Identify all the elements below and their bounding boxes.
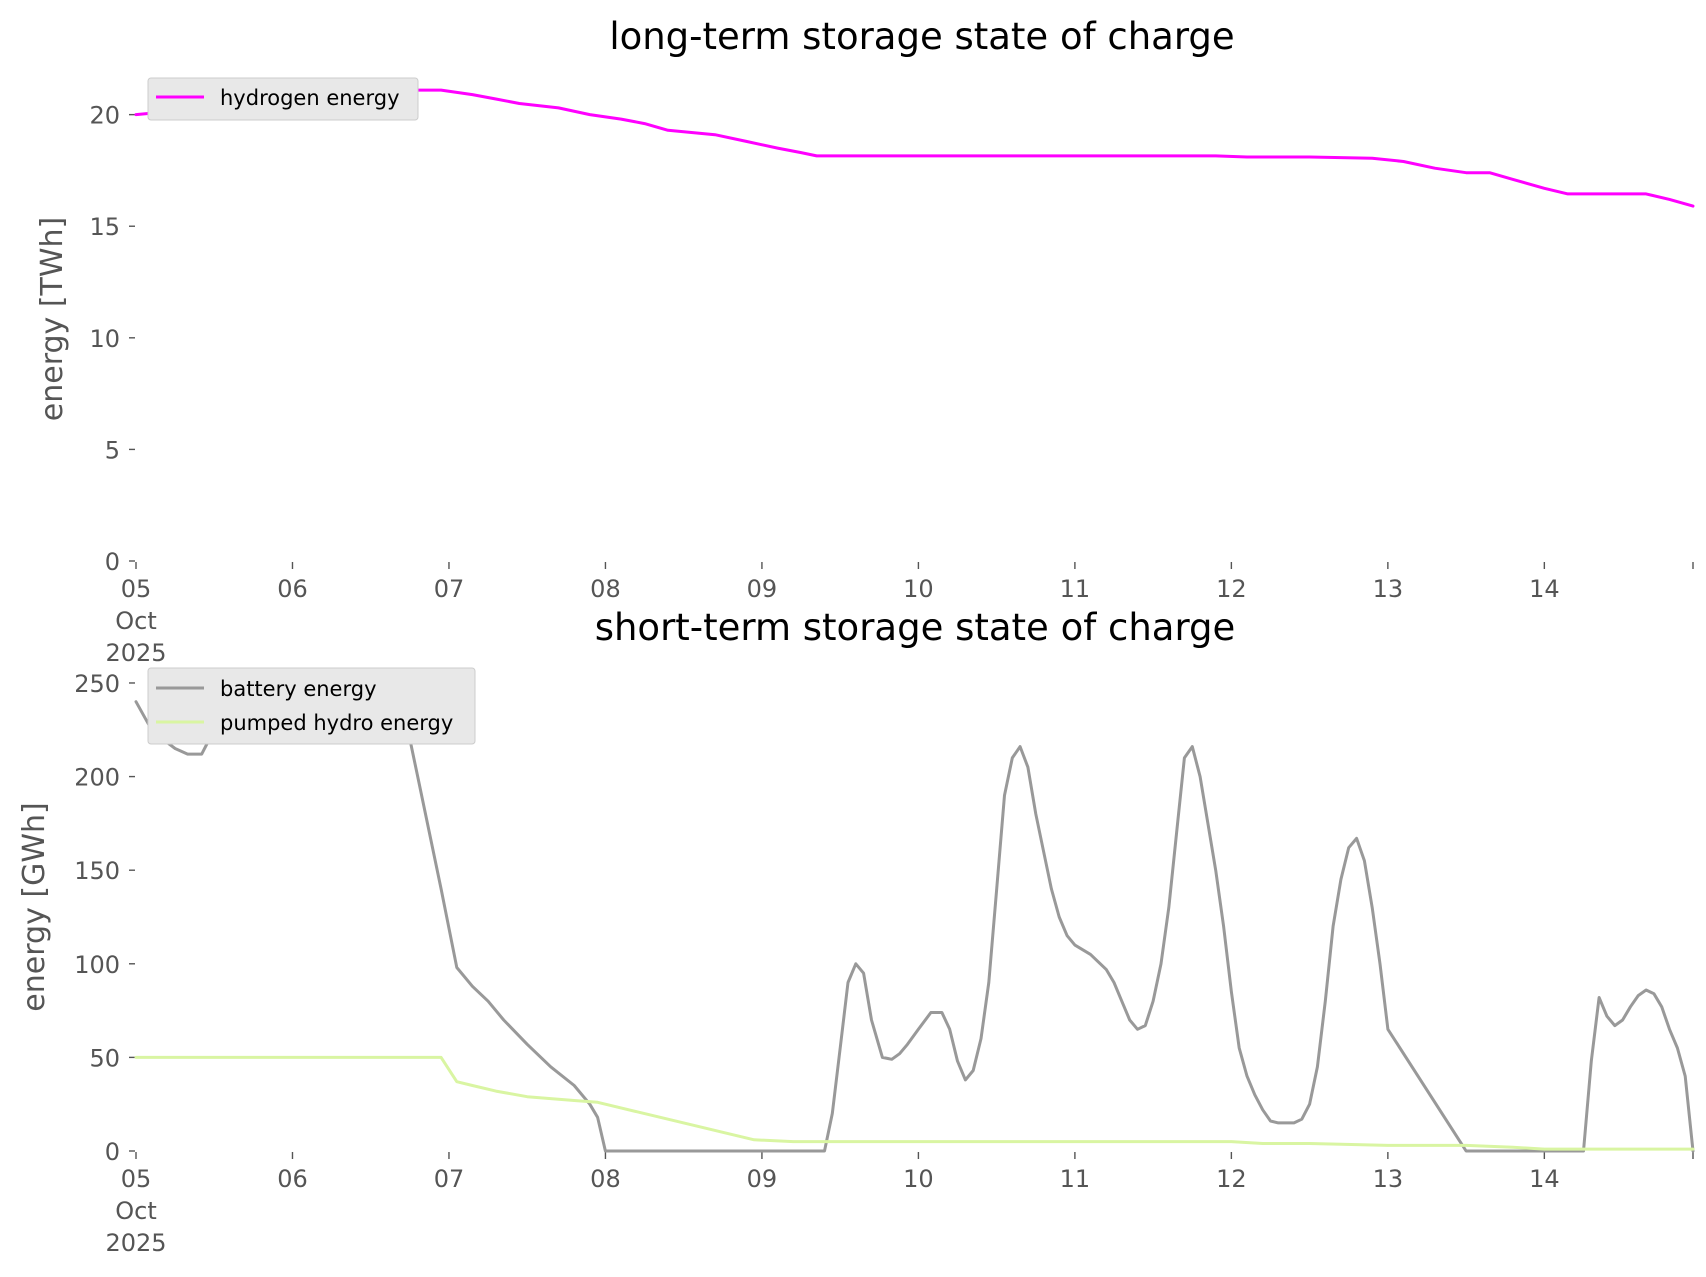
x-tick-label: 06: [277, 575, 308, 603]
chart-top: long-term storage state of charge energy…: [35, 15, 1695, 667]
x-tick-label: 07: [434, 575, 465, 603]
x-tick-label: 06: [277, 1165, 308, 1193]
chart-bottom: short-term storage state of charge energ…: [17, 606, 1695, 1257]
legend-label-pumped-hydro: pumped hydro energy: [220, 711, 453, 735]
y-tick-label: 250: [74, 670, 120, 698]
x-tick-label: 05: [121, 1165, 152, 1193]
x-tick-label: 09: [747, 1165, 778, 1193]
x-tick-label: 13: [1373, 575, 1404, 603]
chart-top-legend-box: [147, 77, 419, 121]
chart-bottom-legend-box: [147, 667, 476, 745]
chart-bottom-series: [134, 681, 1695, 1153]
x-tick-label: 2025: [105, 1229, 166, 1257]
x-tick-label: 14: [1529, 1165, 1560, 1193]
x-tick-label: 05: [121, 575, 152, 603]
chart-top-y-axis: 0 5 10 15 20: [89, 102, 135, 576]
chart-top-ylabel: energy [TWh]: [35, 217, 70, 421]
chart-bottom-x-axis: 05 Oct 2025 06 07 08 09 10 11 12 13 14: [105, 1152, 1694, 1257]
series-line-battery-energy: [134, 681, 1695, 1153]
x-tick-label: 08: [590, 575, 621, 603]
legend-label-hydrogen: hydrogen energy: [220, 86, 400, 110]
x-tick-label: 12: [1216, 575, 1247, 603]
chart-bottom-legend: battery energy pumped hydro energy: [147, 667, 476, 745]
x-tick-label: 12: [1216, 1165, 1247, 1193]
chart-bottom-title: short-term storage state of charge: [595, 606, 1236, 649]
y-tick-label: 0: [105, 1138, 120, 1166]
y-tick-label: 15: [89, 213, 120, 241]
series-line-pumped-hydro-energy: [134, 1055, 1695, 1151]
x-tick-label: Oct: [115, 1197, 157, 1225]
chart-bottom-y-axis: 0 50 100 150 200 250: [74, 670, 135, 1166]
x-tick-label: 11: [1060, 575, 1091, 603]
x-tick-label: 2025: [105, 639, 166, 667]
x-tick-label: 10: [903, 575, 934, 603]
y-tick-label: 50: [89, 1044, 120, 1072]
chart-top-x-axis: 05 Oct 2025 06 07 08 09 10 11 12 13 14: [105, 562, 1694, 667]
series-line-hydrogen-energy: [134, 88, 1695, 208]
x-tick-label: 13: [1373, 1165, 1404, 1193]
x-tick-label: 08: [590, 1165, 621, 1193]
x-tick-label: 14: [1529, 575, 1560, 603]
chart-top-title: long-term storage state of charge: [609, 15, 1234, 58]
x-tick-label: 09: [747, 575, 778, 603]
chart-bottom-ylabel: energy [GWh]: [17, 802, 52, 1011]
x-tick-label: 11: [1060, 1165, 1091, 1193]
chart-top-legend: hydrogen energy: [147, 77, 419, 121]
y-tick-label: 100: [74, 951, 120, 979]
x-tick-label: 10: [903, 1165, 934, 1193]
y-tick-label: 20: [89, 102, 120, 130]
y-tick-label: 0: [105, 548, 120, 576]
y-tick-label: 5: [105, 436, 120, 464]
chart-top-series: [134, 88, 1695, 208]
legend-label-battery: battery energy: [220, 677, 377, 701]
x-tick-label: 07: [434, 1165, 465, 1193]
y-tick-label: 10: [89, 325, 120, 353]
y-tick-label: 150: [74, 857, 120, 885]
x-tick-label: Oct: [115, 607, 157, 635]
y-tick-label: 200: [74, 764, 120, 792]
